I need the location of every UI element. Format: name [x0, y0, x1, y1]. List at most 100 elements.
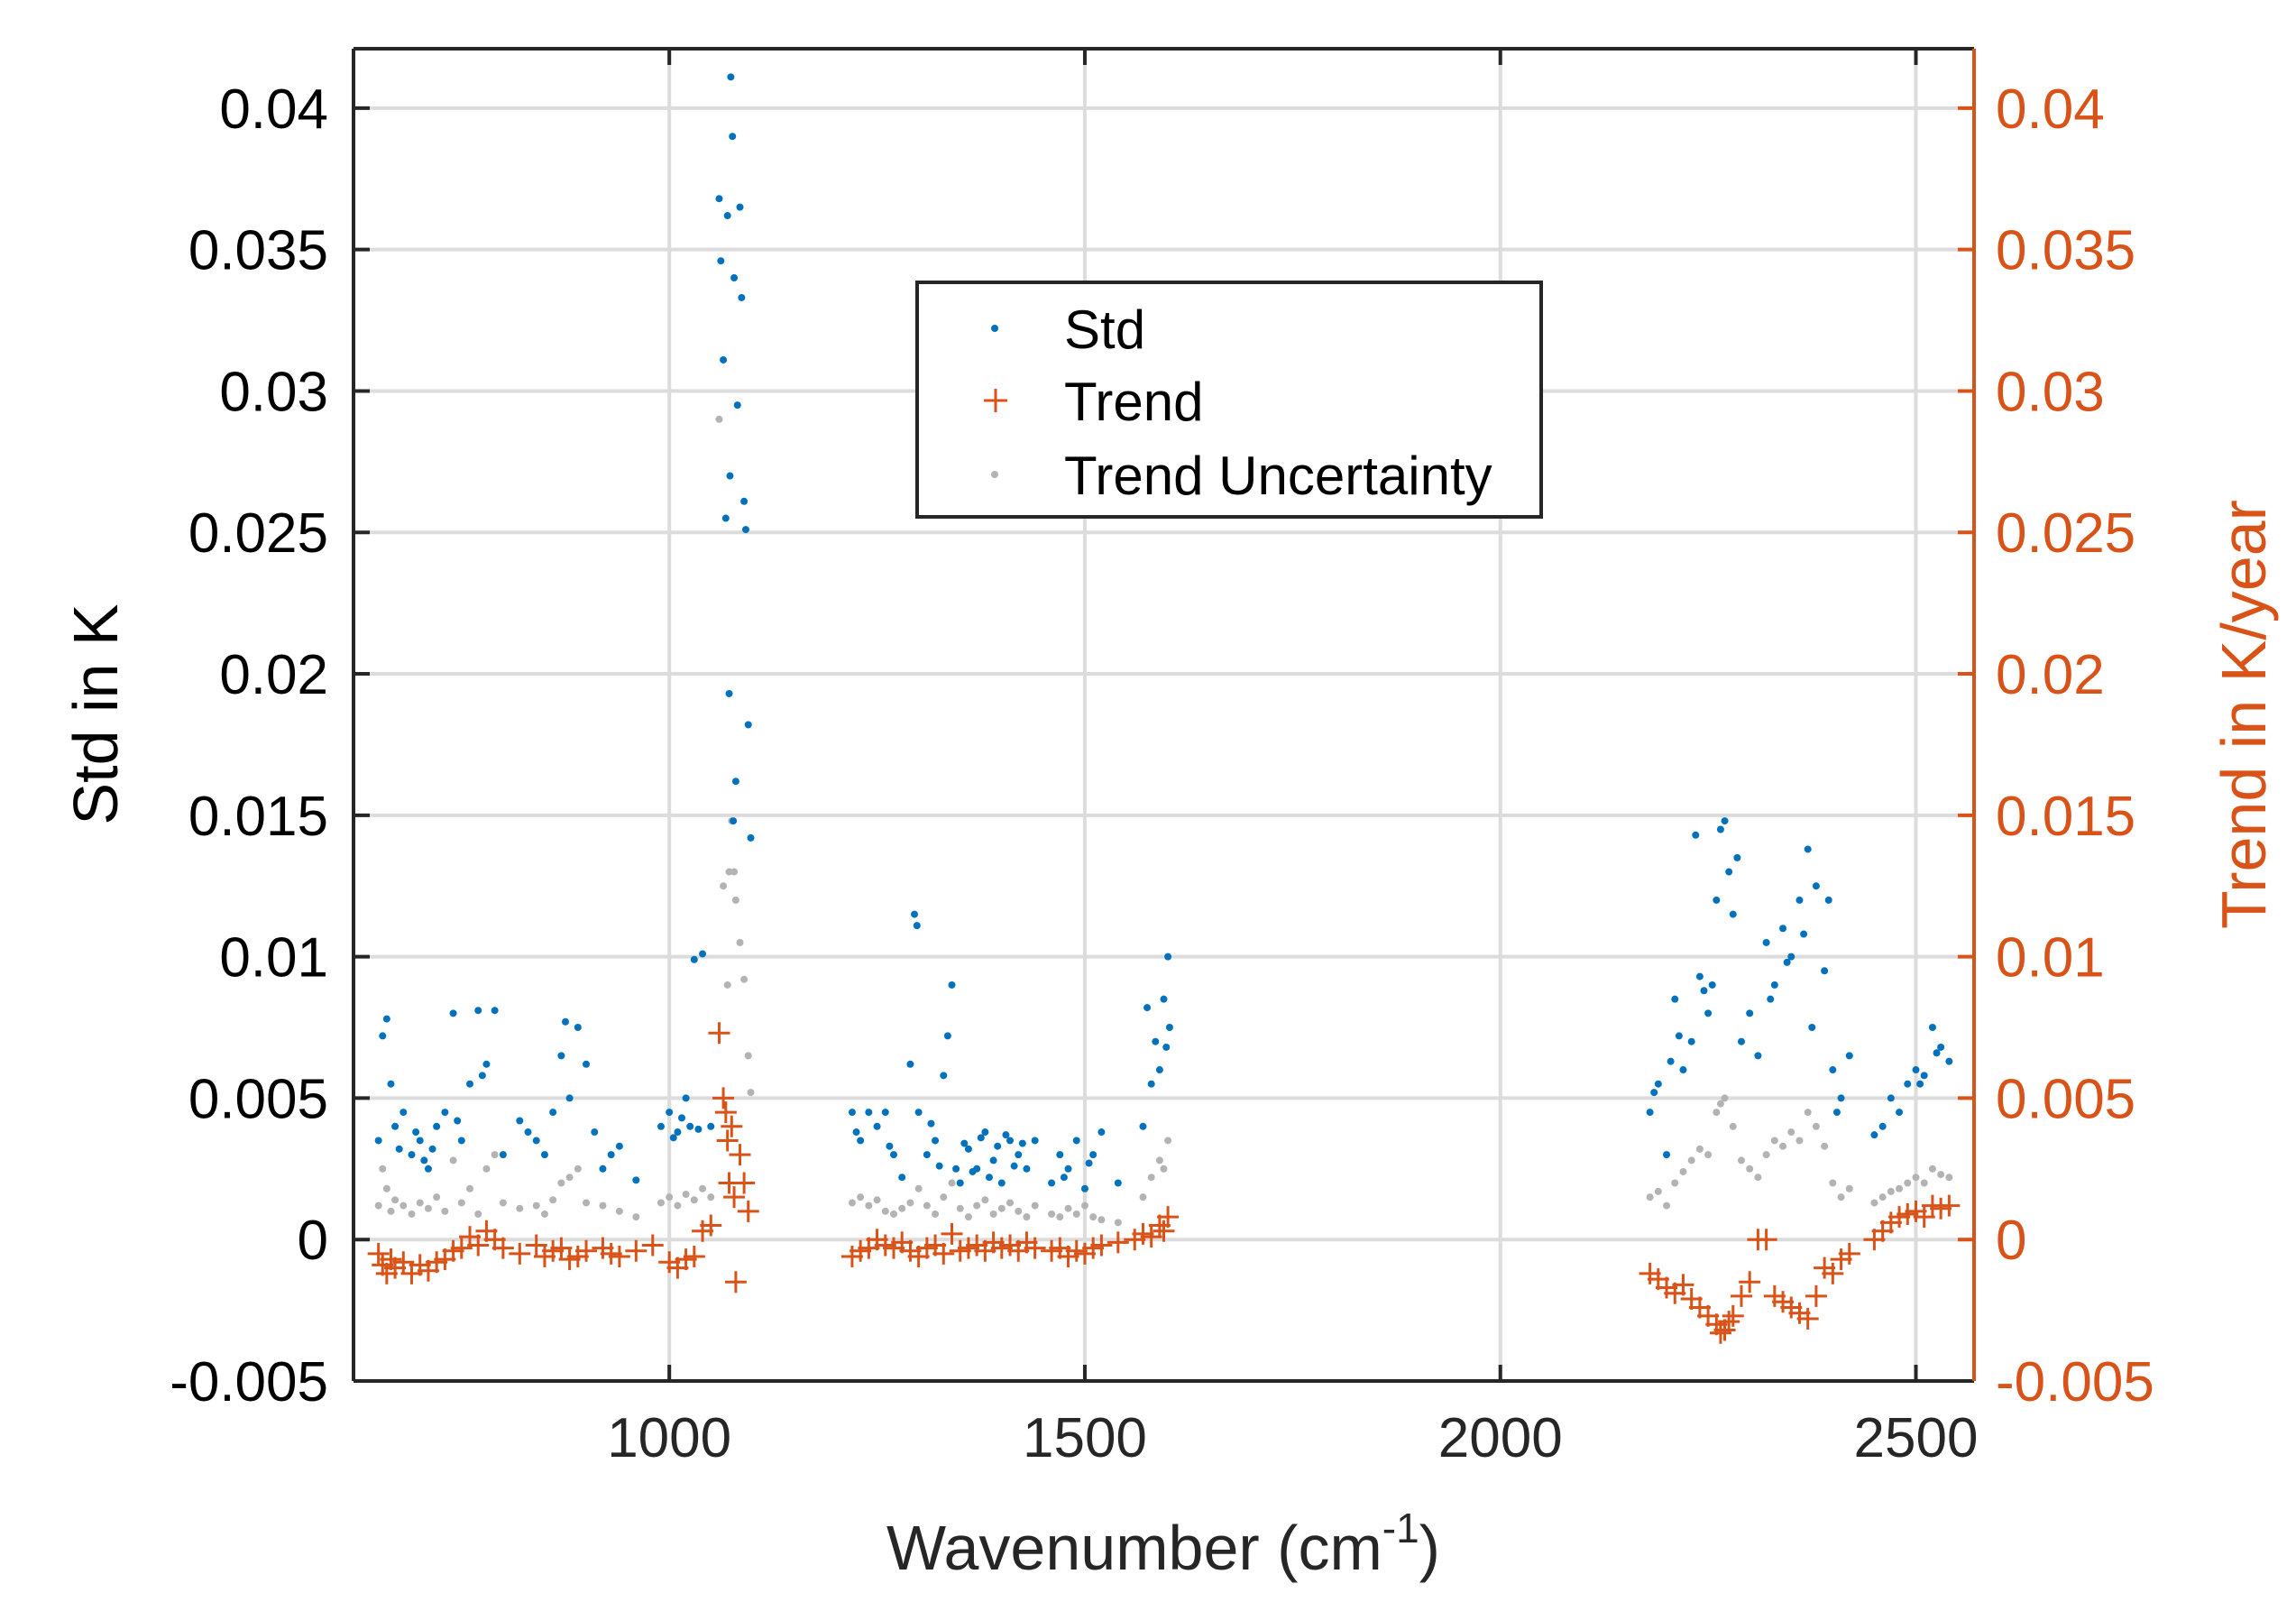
- std-point: [1097, 1128, 1106, 1137]
- trend-point: [1709, 1321, 1731, 1344]
- x-tick-label: 1000: [607, 1407, 731, 1469]
- trend-uncertainty-point: [730, 868, 739, 876]
- std-point: [599, 1165, 607, 1173]
- std-point: [1160, 995, 1168, 1003]
- std-point: [729, 133, 737, 141]
- std-point: [1023, 1165, 1031, 1173]
- trend-uncertainty-point: [989, 1210, 997, 1218]
- trend-point: [1730, 1284, 1752, 1307]
- trend-point: [1822, 1262, 1844, 1284]
- std-point: [391, 1122, 400, 1130]
- std-point: [549, 1109, 557, 1117]
- trend-uncertainty-point: [1064, 1204, 1072, 1212]
- trend-uncertainty-point: [956, 1204, 964, 1212]
- trend-point: [941, 1222, 963, 1245]
- trend-point: [1153, 1220, 1175, 1242]
- grid: [354, 49, 1974, 1383]
- std-point: [1746, 1009, 1754, 1017]
- std-point: [1675, 1032, 1683, 1040]
- std-point: [1887, 1094, 1895, 1102]
- trend-uncertainty-point: [1912, 1174, 1920, 1182]
- std-point: [540, 1151, 548, 1159]
- trend-uncertainty-point: [1015, 1207, 1023, 1215]
- std-point: [1721, 817, 1729, 825]
- trend-uncertainty-point: [923, 1201, 931, 1210]
- std-point: [906, 1060, 914, 1068]
- x-axis-label-main: Wavenumber (cm: [886, 1513, 1382, 1583]
- std-point: [607, 1151, 615, 1159]
- y-right-tick-label: 0.01: [1996, 927, 2105, 990]
- legend-unc-marker: [991, 471, 998, 478]
- trend-uncertainty-point: [1695, 1145, 1704, 1153]
- std-point: [1762, 938, 1770, 946]
- std-point: [532, 1137, 540, 1145]
- trend-point: [450, 1237, 473, 1259]
- y-right-tick-label: 0.03: [1996, 361, 2105, 423]
- std-point: [744, 721, 752, 729]
- x-tick-label: 2500: [1854, 1407, 1979, 1469]
- std-point: [1671, 995, 1679, 1003]
- x-tick-label: 2000: [1438, 1407, 1563, 1469]
- std-point: [482, 1060, 491, 1068]
- trend-uncertainty-point: [482, 1165, 491, 1173]
- trend-uncertainty-point: [914, 1184, 923, 1192]
- std-point: [1056, 1151, 1064, 1159]
- std-point: [1143, 1004, 1152, 1012]
- std-point: [886, 1142, 894, 1150]
- trend-point: [700, 1214, 722, 1237]
- trend-point: [1805, 1284, 1827, 1307]
- std-point: [387, 1080, 395, 1088]
- y-tick-label: -0.005: [170, 1351, 328, 1413]
- trend-uncertainty-point: [1845, 1184, 1853, 1192]
- trend-uncertainty-point: [1945, 1174, 1953, 1182]
- std-point: [1928, 1024, 1936, 1032]
- std-point: [989, 1156, 997, 1165]
- std-point: [379, 1032, 387, 1040]
- trend-point: [1913, 1206, 1935, 1229]
- y-tick-label: 0.04: [219, 78, 328, 141]
- std-point: [733, 401, 741, 410]
- y-tick-label: 0.02: [219, 644, 328, 706]
- std-point: [1824, 896, 1832, 904]
- std-point: [457, 1137, 465, 1145]
- std-point: [1015, 1151, 1023, 1159]
- trend-uncertainty-point: [499, 1199, 507, 1207]
- trend-point: [491, 1237, 514, 1259]
- std-point: [1085, 1159, 1093, 1167]
- std-point: [1162, 1043, 1171, 1051]
- trend-uncertainty-point: [1812, 1122, 1820, 1130]
- trend-uncertainty-point: [1770, 1137, 1778, 1145]
- std-point: [1878, 1122, 1887, 1130]
- trend-point: [1672, 1274, 1694, 1296]
- std-point: [1945, 1057, 1953, 1065]
- trend-uncertainty-point: [1089, 1213, 1097, 1221]
- trend-uncertainty-point: [615, 1207, 623, 1215]
- trend-uncertainty-point: [1804, 1109, 1812, 1117]
- trend-uncertainty-point: [720, 882, 728, 890]
- std-point: [720, 355, 728, 364]
- trend-uncertainty-point: [424, 1204, 432, 1212]
- data-marks: [367, 73, 1961, 1344]
- std-point: [981, 1128, 989, 1137]
- std-point: [935, 1162, 943, 1170]
- std-point: [1808, 1024, 1816, 1032]
- std-point: [932, 1137, 940, 1145]
- trend-point: [716, 1129, 739, 1152]
- std-point: [721, 514, 730, 522]
- std-point: [985, 1174, 993, 1182]
- std-point: [1654, 1080, 1662, 1088]
- std-point: [1700, 987, 1708, 995]
- trend-uncertainty-point: [549, 1196, 557, 1204]
- trend-uncertainty-point: [1114, 1219, 1122, 1227]
- std-point: [1779, 925, 1787, 933]
- axes: 1000 1500 2000 2500 -0.005 -0.005 0 0 0.005 0.005…: [170, 47, 2154, 1469]
- trend-uncertainty-point: [1870, 1199, 1878, 1207]
- std-point: [374, 1137, 382, 1145]
- std-point: [730, 817, 738, 825]
- std-point: [881, 1109, 889, 1117]
- std-point: [424, 1165, 432, 1173]
- trend-uncertainty-point: [898, 1204, 906, 1212]
- std-point: [1018, 1139, 1026, 1147]
- trend-uncertainty-point: [1080, 1201, 1088, 1210]
- trend-uncertainty-point: [466, 1184, 474, 1192]
